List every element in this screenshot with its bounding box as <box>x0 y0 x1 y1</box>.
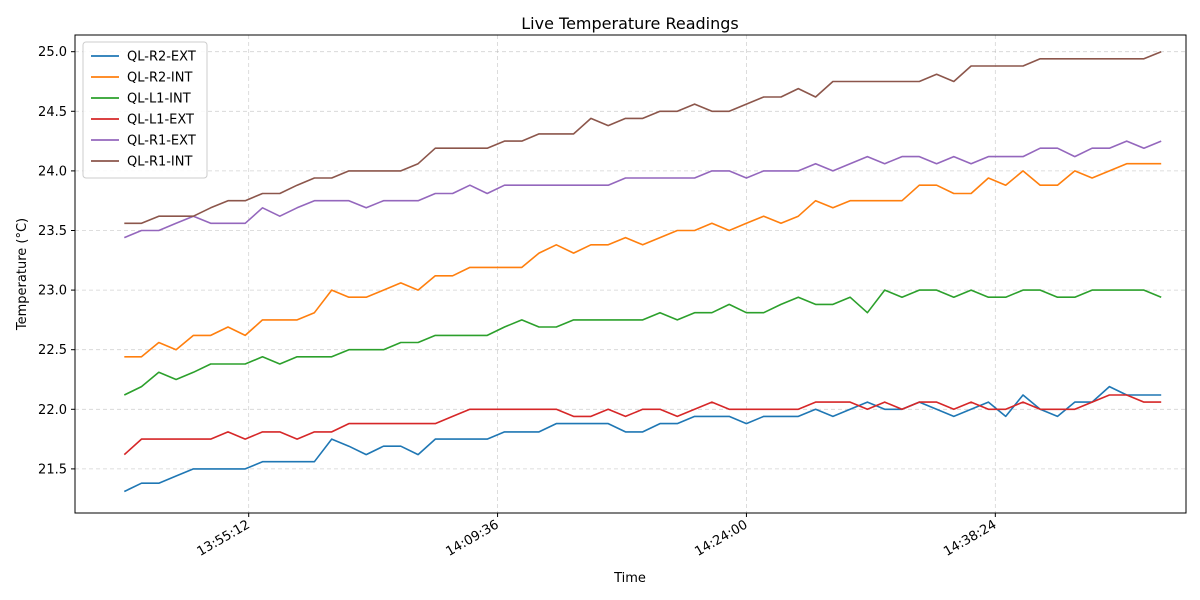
series-line-ql-r2-int <box>124 162 1162 358</box>
legend-label: QL-R1-EXT <box>127 134 196 149</box>
series-line-ql-l1-ext <box>123 394 1162 456</box>
legend-label: QL-R1-INT <box>127 155 192 170</box>
series-line-ql-r1-ext <box>123 140 1162 239</box>
y-tick-label: 24.0 <box>38 164 67 179</box>
y-tick-label: 25.0 <box>38 45 67 60</box>
y-tick-label: 23.0 <box>38 284 67 299</box>
legend-label: QL-R2-INT <box>127 71 192 86</box>
legend-label: QL-R2-EXT <box>127 50 196 65</box>
y-axis-title: Temperature (°C) <box>15 218 30 331</box>
legend-label: QL-L1-INT <box>127 92 191 107</box>
series-line-ql-r1-int <box>124 50 1162 225</box>
y-tick-label: 21.5 <box>38 462 67 477</box>
y-tick-label: 24.5 <box>38 105 67 120</box>
legend-label: QL-L1-EXT <box>127 113 194 128</box>
plot-frame <box>74 34 1187 514</box>
series-line-ql-l1-int <box>123 289 1162 396</box>
legend-box <box>82 41 208 179</box>
y-tick-label: 22.5 <box>38 343 67 358</box>
chart-title: Live Temperature Readings <box>521 14 738 33</box>
series-line-ql-r2-ext <box>123 385 1162 493</box>
legend: QL-R2-EXT QL-R2-INT QL-L1-INT QL-L1-EXT QL-R… <box>82 41 208 179</box>
series-lines <box>123 50 1162 493</box>
y-tick-label: 23.5 <box>38 224 67 239</box>
x-axis-title: Time <box>613 571 646 586</box>
y-tick-label: 22.0 <box>38 403 67 418</box>
grid <box>75 35 1186 513</box>
